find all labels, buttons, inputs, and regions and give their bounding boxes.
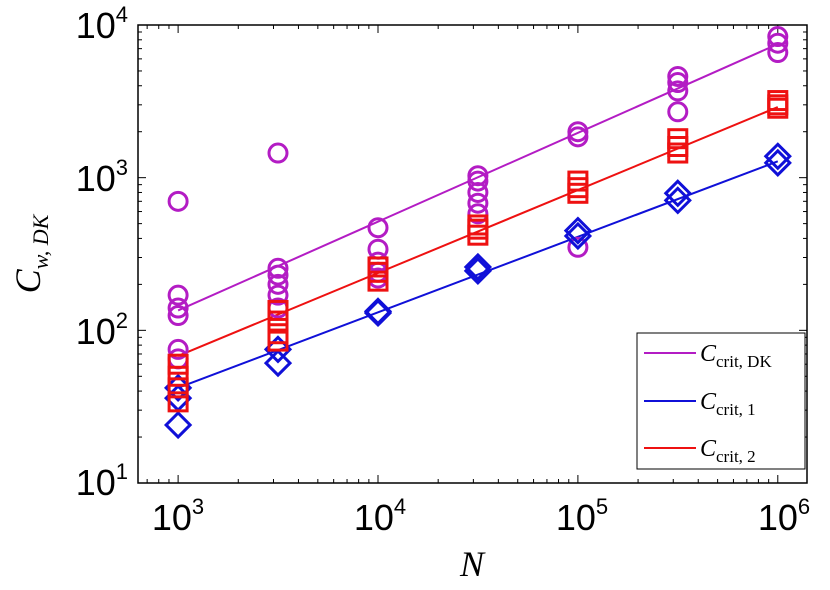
marker-circle-dk bbox=[667, 65, 689, 87]
marker-circle-dk bbox=[167, 284, 189, 306]
marker-circle-dk bbox=[767, 32, 789, 54]
marker-circle-dk bbox=[167, 190, 189, 212]
marker-circle-dk bbox=[167, 338, 189, 360]
marker-diamond-c1 bbox=[563, 221, 593, 251]
marker-circle-dk bbox=[267, 142, 289, 164]
y-tick-label: 102 bbox=[76, 308, 128, 352]
marker-circle-dk bbox=[667, 72, 689, 94]
y-axis-label: Cw, DK bbox=[8, 213, 53, 293]
plot-frame bbox=[137, 24, 808, 484]
marker-square-c2 bbox=[167, 391, 189, 413]
marker-circle-dk bbox=[267, 257, 289, 279]
marker-diamond-c1 bbox=[363, 298, 393, 328]
x-tick-label: 105 bbox=[556, 494, 608, 538]
legend-label-c1: Ccrit, 1 bbox=[700, 389, 756, 419]
marker-square-c2 bbox=[667, 142, 689, 164]
marker-circle-dk bbox=[267, 284, 289, 306]
y-tick-label: 104 bbox=[76, 2, 128, 46]
marker-square-c2 bbox=[267, 330, 289, 352]
legend: Ccrit, DK Ccrit, 1 Ccrit, 2 bbox=[636, 332, 806, 470]
x-tick-label: 103 bbox=[152, 494, 204, 538]
marker-circle-dk bbox=[467, 192, 489, 214]
marker-diamond-c1 bbox=[463, 252, 493, 282]
marker-square-c2 bbox=[467, 224, 489, 246]
marker-circle-dk bbox=[267, 273, 289, 295]
marker-square-c2 bbox=[167, 353, 189, 375]
y-tick-label: 103 bbox=[76, 155, 128, 199]
marker-circle-dk bbox=[267, 264, 289, 286]
marker-square-c2 bbox=[267, 310, 289, 332]
marker-circle-dk bbox=[367, 217, 389, 239]
marker-circle-dk bbox=[467, 181, 489, 203]
data-markers bbox=[163, 26, 792, 440]
x-axis-label: N bbox=[459, 544, 486, 584]
marker-diamond-c1 bbox=[563, 216, 593, 245]
marker-circle-dk bbox=[667, 101, 689, 123]
x-tick-label: 104 bbox=[354, 494, 406, 538]
marker-square-c2 bbox=[367, 270, 389, 292]
marker-diamond-c1 bbox=[763, 148, 792, 177]
marker-circle-dk bbox=[167, 297, 189, 319]
legend-label-dk: Ccrit, DK bbox=[700, 341, 772, 371]
marker-square-c2 bbox=[167, 365, 189, 387]
y-tick-label: 101 bbox=[76, 459, 128, 503]
x-tick-label: 106 bbox=[758, 494, 810, 538]
x-tick-labels: 103 104 105 106 bbox=[152, 494, 810, 538]
minor-ticks bbox=[138, 25, 807, 483]
marker-square-c2 bbox=[267, 323, 289, 345]
marker-diamond-c1 bbox=[763, 142, 792, 171]
legend-label-c2: Ccrit, 2 bbox=[700, 436, 756, 466]
marker-circle-dk bbox=[567, 236, 589, 258]
marker-square-c2 bbox=[567, 182, 589, 204]
marker-circle-dk bbox=[667, 80, 689, 102]
marker-square-c2 bbox=[167, 377, 189, 399]
marker-diamond-c1 bbox=[663, 186, 692, 215]
marker-circle-dk bbox=[767, 42, 789, 64]
marker-circle-dk bbox=[567, 126, 589, 148]
y-tick-labels: 101 102 103 104 bbox=[76, 2, 128, 503]
marker-diamond-c1 bbox=[263, 348, 293, 378]
marker-square-c2 bbox=[767, 97, 789, 119]
marker-circle-dk bbox=[767, 26, 789, 48]
marker-diamond-c1 bbox=[163, 410, 193, 440]
marker-circle-dk bbox=[467, 170, 489, 192]
marker-diamond-c1 bbox=[463, 256, 493, 286]
marker-circle-dk bbox=[467, 203, 489, 225]
marker-square-c2 bbox=[267, 299, 289, 321]
marker-circle-dk bbox=[167, 305, 189, 327]
marker-diamond-c1 bbox=[663, 179, 692, 208]
